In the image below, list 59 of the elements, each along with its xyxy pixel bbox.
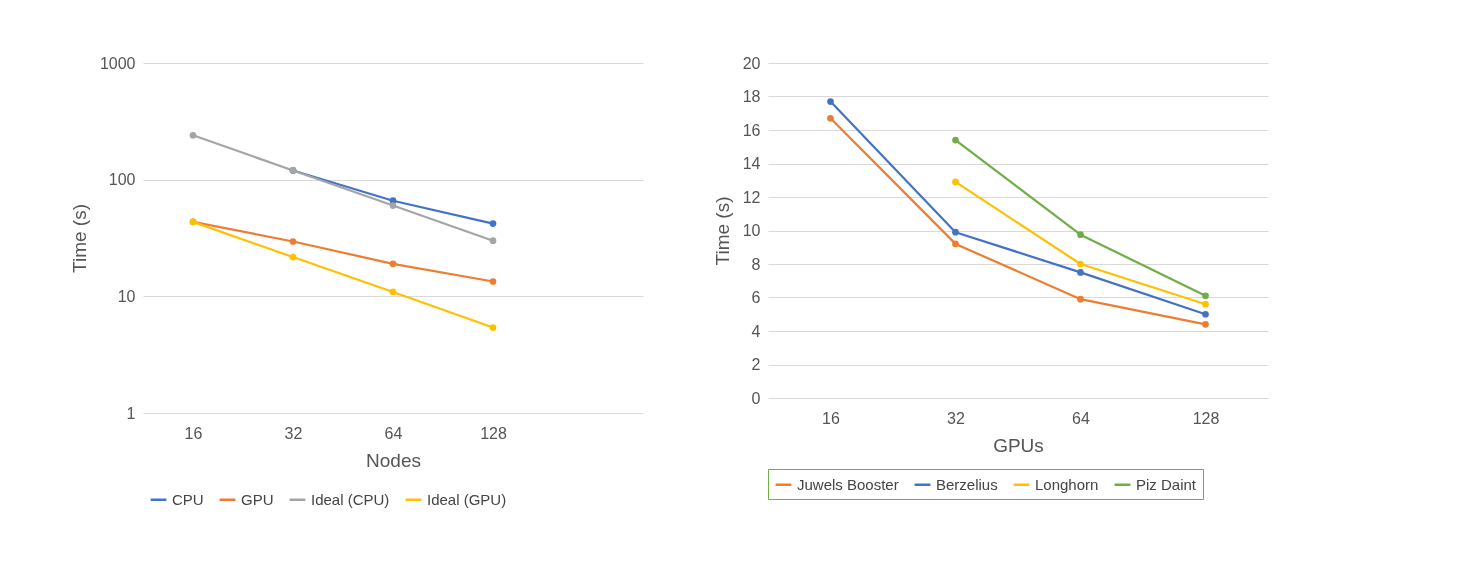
point xyxy=(489,220,497,227)
point xyxy=(289,253,297,261)
point xyxy=(1077,269,1084,276)
point xyxy=(189,131,197,139)
y-tick-label: 2 xyxy=(751,356,761,373)
legend-label: Juwels Booster xyxy=(797,475,899,493)
y-tick-label: 10 xyxy=(117,287,136,305)
y-tick-label: 0 xyxy=(751,389,761,407)
x-tick-label: 32 xyxy=(284,424,303,442)
y-tick-label: 8 xyxy=(751,255,761,273)
x-tick-label: 16 xyxy=(184,424,203,442)
x-tick-label: 64 xyxy=(384,424,403,442)
point xyxy=(952,240,959,248)
point xyxy=(952,178,959,186)
x-tick-label: 64 xyxy=(1072,409,1090,427)
point xyxy=(1202,310,1209,318)
legend-label: Piz Daint xyxy=(1136,475,1197,493)
y-tick-label: 6 xyxy=(751,289,761,306)
y-axis-title: Time (s) xyxy=(711,196,733,266)
x-axis-title: Nodes xyxy=(366,449,421,471)
x-tick-label: 32 xyxy=(947,409,965,427)
point xyxy=(952,228,959,236)
point xyxy=(1077,295,1084,303)
legend-label: GPU xyxy=(241,490,274,508)
legend-label: Berzelius xyxy=(936,475,998,493)
y-tick-label: 18 xyxy=(742,88,761,105)
point xyxy=(389,288,397,296)
point xyxy=(489,237,497,245)
point xyxy=(489,278,497,285)
y-tick-label: 14 xyxy=(742,155,761,172)
legend-label: Longhorn xyxy=(1035,475,1099,493)
x-tick-label: 16 xyxy=(822,409,840,427)
legend-label: Ideal (GPU) xyxy=(427,490,507,508)
y-tick-label: 4 xyxy=(751,322,761,340)
y-axis-title: Time (s) xyxy=(68,204,90,273)
point xyxy=(1077,260,1084,268)
y-tick-label: 10 xyxy=(742,222,761,239)
point xyxy=(1202,292,1209,300)
point xyxy=(489,324,497,331)
y-tick-label: 100 xyxy=(108,171,136,189)
y-tick-label: 12 xyxy=(742,188,761,206)
point xyxy=(827,114,834,122)
point xyxy=(827,98,834,105)
point xyxy=(389,202,397,209)
y-tick-label: 16 xyxy=(742,121,761,139)
y-tick-label: 1000 xyxy=(99,54,136,72)
legend-label: Ideal (CPU) xyxy=(311,490,390,508)
x-axis-title: GPUs xyxy=(993,434,1044,456)
point xyxy=(289,238,297,245)
x-tick-label: 128 xyxy=(480,424,507,442)
legend-label: CPU xyxy=(172,490,204,508)
point xyxy=(1202,300,1209,308)
point xyxy=(1077,231,1084,239)
point xyxy=(389,260,397,268)
y-tick-label: 1 xyxy=(126,404,136,422)
y-tick-label: 20 xyxy=(742,54,761,72)
point xyxy=(952,136,959,144)
point xyxy=(1202,320,1209,328)
x-tick-label: 128 xyxy=(1192,409,1220,427)
